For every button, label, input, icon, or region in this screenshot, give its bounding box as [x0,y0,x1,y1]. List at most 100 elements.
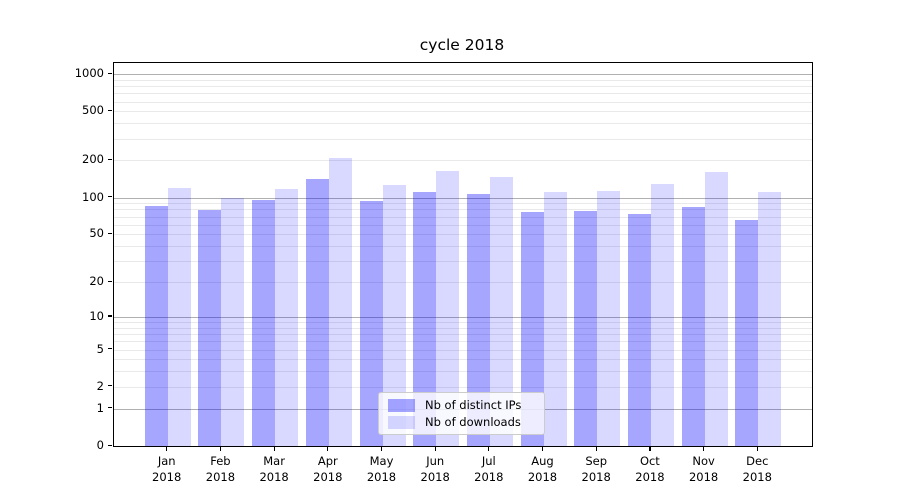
x-tick-label-jan: Jan 2018 [137,453,197,485]
gridline-minor [114,246,812,247]
x-tick-mark [381,446,383,451]
gridline-minor [114,79,812,81]
y-tick-label-500: 500 [82,103,104,118]
x-tick-mark [542,446,544,451]
gridline-major [114,74,812,75]
y-tick-label-10: 10 [89,308,104,323]
gridline-minor [114,341,812,343]
bar-distinct-ips-feb [198,210,222,446]
x-tick-year: 2018 [688,470,719,484]
bar-downloads-aug [543,191,567,446]
x-tick-mark [756,446,758,451]
bar-distinct-ips-may [359,201,383,446]
y-tick-mark [108,280,112,282]
x-tick-year: 2018 [366,470,397,484]
x-tick-label-jun: Jun 2018 [405,453,465,485]
gridline-minor [114,371,812,373]
x-tick-label-oct: Oct 2018 [620,453,680,485]
x-tick-year: 2018 [527,470,558,484]
x-tick-mark [327,446,329,451]
x-tick-label-feb: Feb 2018 [190,453,250,485]
y-tick-label-1000: 1000 [74,66,104,80]
x-tick-label-nov: Nov 2018 [674,453,734,485]
bar-distinct-ips-aug [520,212,544,446]
y-tick-label-0: 0 [96,438,104,452]
bar-distinct-ips-apr [305,179,329,446]
x-tick-year: 2018 [420,470,450,484]
x-tick-year: 2018 [474,470,504,484]
y-tick-mark [108,232,112,234]
legend-swatch-distinct-ips [388,398,415,412]
legend-item-distinct-ips: Nb of distinct IPs [379,398,544,412]
x-tick-year: 2018 [742,470,772,484]
gridline-minor [114,123,812,125]
gridline-minor [114,327,812,329]
x-tick-year: 2018 [205,470,236,484]
x-tick-label-jul: Jul 2018 [459,453,519,485]
bar-distinct-ips-mar [252,199,276,446]
x-tick-mark [434,446,436,451]
x-tick-mark [219,446,222,451]
gridline-minor [114,224,812,226]
bar-downloads-dec [758,192,782,446]
bar-downloads-oct [650,184,674,446]
bar-distinct-ips-sep [574,210,598,446]
x-tick-label-mar: Mar 2018 [244,453,304,485]
x-tick-mark [488,446,490,451]
legend-swatch-downloads [388,415,415,429]
y-tick-label-5: 5 [96,341,104,356]
x-tick-year: 2018 [259,470,289,484]
bar-distinct-ips-nov [681,206,705,446]
y-tick-mark [108,407,112,409]
x-tick-year: 2018 [581,470,611,484]
y-tick-mark [108,385,112,387]
y-tick-label-50: 50 [89,226,104,241]
y-tick-mark [108,72,112,74]
x-tick-mark [273,446,275,451]
y-tick-label-1: 1 [96,400,104,415]
gridline-minor [114,160,812,162]
gridline-minor [114,282,812,284]
x-tick-year: 2018 [152,470,182,484]
gridline-minor [114,261,812,263]
gridline-minor [114,86,812,87]
gridline-minor [114,93,812,95]
x-tick-mark [595,446,597,451]
y-tick-mark [108,158,112,161]
bar-downloads-jun [436,171,460,446]
gridline-minor [114,138,812,140]
gridline-minor [114,203,812,205]
x-tick-mark [649,446,651,451]
y-tick-label-100: 100 [82,189,104,204]
y-tick-mark [108,196,112,198]
x-tick-label-may: May 2018 [352,453,412,485]
bar-distinct-ips-jul [466,193,490,446]
plot-area: Nb of distinct IPs Nb of downloads [113,62,813,447]
bar-distinct-ips-oct [627,213,651,446]
y-tick-mark [108,444,112,446]
legend-label-downloads: Nb of downloads [425,415,521,429]
gridline-minor [114,386,812,388]
bar-downloads-nov [704,171,728,446]
y-tick-mark [108,109,112,111]
gridline-minor [114,111,812,113]
x-tick-label-dec: Dec 2018 [727,453,787,485]
gridline-major [114,316,812,318]
x-tick-year: 2018 [313,470,343,484]
legend: Nb of distinct IPs Nb of downloads [378,392,545,435]
gridline-major [114,197,812,199]
y-tick-label-200: 200 [82,152,104,167]
gridline-minor [114,322,812,323]
bar-downloads-sep [597,190,621,446]
gridline-minor [114,234,812,236]
x-tick-mark [166,446,168,451]
legend-label-distinct-ips: Nb of distinct IPs [425,398,522,412]
gridline-minor [114,101,812,103]
gridline-minor [114,359,812,361]
chart-title: cycle 2018 [419,36,505,54]
gridline-minor [114,334,812,335]
x-tick-label-apr: Apr 2018 [298,453,358,485]
bar-downloads-apr [328,157,352,446]
bar-downloads-jul [489,177,513,446]
